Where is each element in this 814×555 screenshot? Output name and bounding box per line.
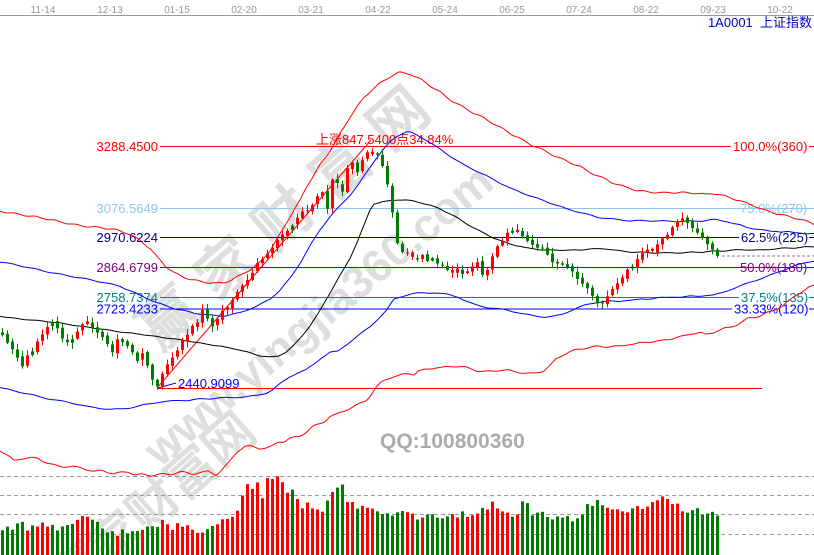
svg-text:09-23: 09-23 — [700, 5, 726, 16]
svg-text:62.5%(225): 62.5%(225) — [741, 230, 808, 245]
svg-text:06-25: 06-25 — [499, 5, 525, 16]
svg-text:3076.5649: 3076.5649 — [97, 201, 158, 216]
svg-text:03-21: 03-21 — [298, 5, 324, 16]
svg-text:上涨847.5400点34.84%: 上涨847.5400点34.84% — [316, 132, 454, 147]
svg-text:04-22: 04-22 — [365, 5, 391, 16]
svg-text:05-24: 05-24 — [432, 5, 458, 16]
svg-text:2758.7374: 2758.7374 — [97, 290, 158, 305]
svg-text:08-22: 08-22 — [633, 5, 659, 16]
svg-text:10-22: 10-22 — [767, 5, 793, 16]
svg-text:01-15: 01-15 — [164, 5, 190, 16]
svg-text:2864.6799: 2864.6799 — [97, 260, 158, 275]
svg-text:11-14: 11-14 — [31, 5, 56, 16]
svg-text:3288.4500: 3288.4500 — [97, 139, 158, 154]
svg-text:QQ:100800360: QQ:100800360 — [380, 430, 525, 453]
svg-text:2723.4233: 2723.4233 — [97, 302, 158, 317]
svg-text:33.33%(120): 33.33%(120) — [734, 302, 808, 317]
svg-text:37.5%(135): 37.5%(135) — [741, 290, 808, 305]
svg-text:2440.9099: 2440.9099 — [178, 376, 239, 391]
svg-text:07-24: 07-24 — [566, 5, 592, 16]
svg-text:100.0%(360): 100.0%(360) — [733, 139, 807, 154]
svg-text:1A0001 上证指数: 1A0001 上证指数 — [708, 15, 812, 30]
svg-text:2970.6224: 2970.6224 — [97, 230, 158, 245]
svg-text:12-13: 12-13 — [97, 5, 123, 16]
svg-text:02-20: 02-20 — [231, 5, 257, 16]
